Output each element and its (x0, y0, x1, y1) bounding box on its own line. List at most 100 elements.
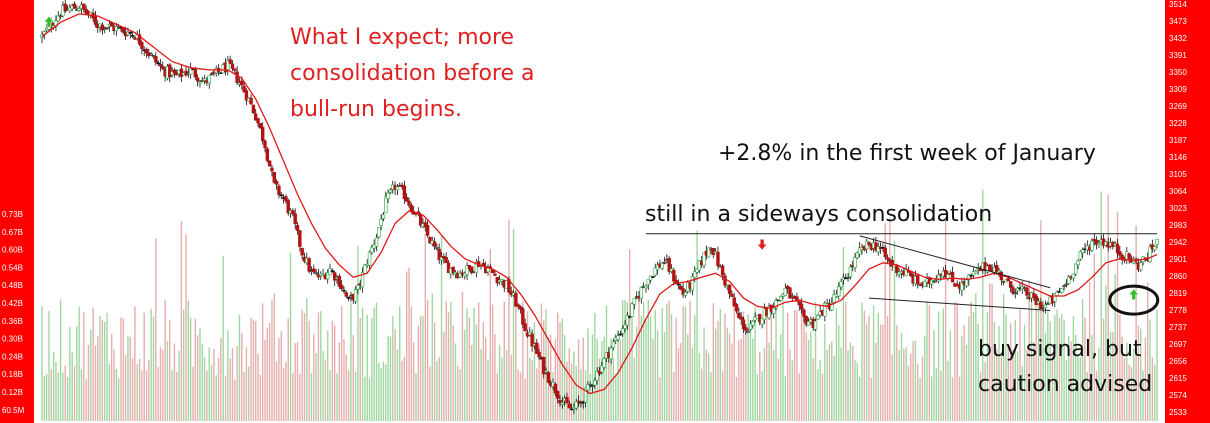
candle-body (1127, 253, 1131, 259)
volume-bar (141, 370, 143, 421)
volume-bar (968, 316, 970, 421)
volume-bar (138, 359, 141, 421)
candle-body (307, 258, 311, 272)
candle-body (806, 321, 811, 326)
volume-bar (134, 306, 136, 421)
volume-bar (1035, 294, 1037, 421)
volume-bar (622, 300, 624, 421)
volume-bar (213, 348, 215, 421)
volume-bar (728, 333, 731, 421)
volume-bar (131, 358, 134, 421)
volume-bar (663, 332, 666, 421)
volume-bar (196, 335, 199, 421)
volume-bar (1088, 282, 1091, 421)
candle-body (156, 62, 160, 64)
volume-bar (538, 344, 540, 421)
volume-bar (313, 333, 315, 421)
candle-body (609, 347, 613, 360)
candle-body (950, 271, 955, 283)
candle-body (1039, 301, 1043, 310)
volume-bar (522, 301, 524, 421)
volume-bar (440, 235, 443, 421)
annotation-expectation-line1: What I expect; more (290, 25, 514, 50)
volume-bar (199, 328, 201, 421)
volume-bar (756, 374, 759, 421)
volume-bar (257, 353, 259, 421)
volume-bar (891, 354, 893, 421)
candle-body (1073, 263, 1078, 275)
volume-bar (271, 299, 273, 421)
candle-body (1006, 278, 1011, 282)
candle-body (1155, 238, 1159, 246)
candle-body (105, 27, 109, 29)
volume-bar (1156, 309, 1158, 421)
candle-body (997, 270, 1001, 273)
volume-bar (958, 376, 961, 421)
volume-bar (775, 301, 777, 421)
volume-bar (949, 330, 951, 421)
candle-body (864, 240, 869, 250)
candle-body (518, 306, 523, 310)
candle-body (109, 22, 114, 27)
candle-body (1015, 287, 1020, 292)
volume-bar (176, 372, 178, 421)
volume-bar (396, 349, 399, 421)
volume-bar (545, 309, 547, 421)
volume-bar (717, 320, 719, 421)
volume-bar (238, 314, 241, 421)
candle-body (799, 303, 804, 310)
volume-bar (505, 350, 508, 421)
volume-bar (645, 321, 647, 421)
candle-body (254, 113, 258, 121)
volume-bar (410, 306, 413, 421)
volume-bar (66, 377, 69, 421)
volume-bar (677, 348, 680, 421)
price-tick-label: 2615 (1169, 374, 1187, 383)
buy-arrow-recent (1128, 288, 1140, 301)
candle-body (788, 287, 792, 299)
volume-bar (1137, 325, 1140, 421)
annotation-sideways: still in a sideways consolidation (645, 202, 992, 227)
volume-bar (879, 324, 882, 421)
volume-bar (768, 342, 770, 421)
price-tick-label: 3228 (1169, 119, 1187, 128)
candle-body (876, 246, 880, 253)
candle-body (326, 272, 330, 280)
volume-bar (1014, 319, 1017, 421)
candle-body (542, 356, 546, 375)
volume-bar (136, 364, 138, 421)
price-tick-label: 2819 (1169, 289, 1187, 298)
volume-bar (777, 358, 780, 421)
volume-bar (838, 325, 840, 421)
candle-body (291, 210, 295, 215)
volume-bar (110, 334, 113, 421)
candle-body (100, 24, 105, 31)
volume-bar (382, 361, 385, 421)
volume-tick-label: 0.12B (2, 388, 23, 397)
volume-bar (659, 377, 661, 421)
volume-bar (845, 302, 847, 421)
candle-body (1071, 273, 1076, 279)
candle-body (144, 49, 149, 54)
candle-body (1115, 243, 1120, 254)
candle-body (706, 247, 711, 258)
candle-body (595, 371, 599, 381)
volume-bar (145, 370, 148, 421)
trendline-wedge-upper (859, 235, 1051, 289)
volume-bar (1042, 300, 1044, 421)
candle-body (848, 266, 853, 278)
candle-body (846, 277, 850, 279)
candle-body (630, 303, 634, 317)
volume-bar (854, 360, 856, 421)
volume-bar (673, 372, 675, 421)
volume-bar (1002, 294, 1005, 421)
volume-bar (164, 300, 166, 421)
candle-body (1043, 304, 1048, 309)
candle-body (739, 316, 743, 320)
candle-body (63, 3, 67, 12)
volume-bar (92, 307, 94, 421)
candle-body (272, 172, 276, 183)
volume-bar (387, 335, 389, 421)
candle-body (428, 236, 432, 244)
volume-bar (998, 325, 1000, 421)
